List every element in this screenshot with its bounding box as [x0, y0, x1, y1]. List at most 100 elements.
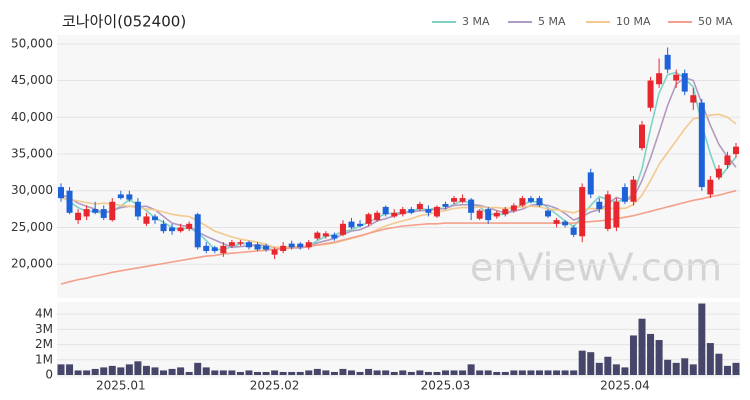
- legend-label: 10 MA: [616, 15, 651, 28]
- candle-body: [399, 209, 406, 215]
- volume-bar: [236, 371, 244, 375]
- candle-body: [459, 198, 466, 202]
- candle-body: [416, 203, 423, 210]
- volume-bar: [587, 352, 595, 375]
- volume-bar: [501, 371, 509, 375]
- y-tick-label: 0: [45, 368, 53, 382]
- volume-bar: [476, 370, 484, 375]
- y-tick-label: 3M: [35, 322, 53, 336]
- volume-bar: [441, 370, 449, 375]
- candle-body: [553, 220, 560, 224]
- volume-bar: [681, 358, 689, 375]
- volume-bar: [202, 367, 210, 375]
- volume-bar: [134, 361, 142, 375]
- y-tick-label: 25,000: [11, 220, 53, 234]
- volume-bar: [194, 362, 202, 375]
- candle-body: [604, 194, 611, 229]
- volume-bar: [271, 370, 279, 375]
- candle-body: [143, 216, 150, 224]
- volume-bar: [211, 370, 219, 375]
- volume-panel: [57, 302, 740, 378]
- candle-body: [510, 205, 517, 211]
- candle-body: [374, 212, 381, 221]
- volume-bar: [467, 364, 475, 375]
- volume-bar: [373, 370, 381, 375]
- volume-bar: [544, 370, 552, 375]
- volume-bar: [279, 371, 287, 375]
- volume-bar: [433, 371, 441, 375]
- volume-bar: [570, 370, 578, 375]
- volume-bar: [484, 370, 492, 375]
- candle-body: [536, 198, 543, 206]
- volume-bar: [510, 370, 518, 375]
- volume-bar: [100, 367, 108, 375]
- chart-title: 코나아이(052400): [62, 13, 186, 31]
- y-tick-label: 4M: [35, 307, 53, 321]
- volume-bar: [647, 333, 655, 375]
- watermark: enViewV.com: [470, 246, 722, 290]
- candle-body: [322, 233, 329, 237]
- volume-bar: [262, 371, 270, 375]
- volume-bar: [83, 370, 91, 375]
- candle-body: [203, 245, 210, 251]
- volume-bar: [689, 364, 697, 375]
- candle-body: [433, 206, 440, 217]
- ma-line: [60, 113, 737, 249]
- candle-body: [502, 209, 509, 215]
- candle-body: [220, 245, 227, 254]
- candle-body: [305, 242, 312, 248]
- candle-body: [109, 201, 116, 221]
- candle-body: [673, 74, 680, 81]
- x-tick-label: 2025.03: [421, 379, 471, 393]
- volume-bar: [621, 367, 629, 375]
- candle-body: [545, 210, 552, 217]
- volume-bar: [117, 367, 125, 375]
- volume-bar: [407, 371, 415, 375]
- volume-bar: [228, 370, 236, 375]
- candle-body: [169, 227, 176, 232]
- y-tick-label: 35,000: [11, 147, 53, 161]
- y-tick-label: 50,000: [11, 36, 53, 50]
- candle-body: [613, 201, 620, 228]
- volume-bar: [723, 365, 731, 375]
- candle-body: [245, 242, 252, 248]
- volume-bar: [91, 368, 99, 375]
- volume-bar: [399, 370, 407, 375]
- candle-body: [519, 198, 526, 206]
- y-tick-label: 2M: [35, 337, 53, 351]
- candle-body: [690, 95, 697, 103]
- volume-bar: [655, 340, 663, 375]
- candle-body: [681, 73, 688, 92]
- price-panel: [57, 35, 740, 298]
- y-tick-label: 30,000: [11, 183, 53, 197]
- volume-bar: [604, 356, 612, 375]
- y-tick-label: 20,000: [11, 257, 53, 271]
- candle-body: [254, 244, 261, 250]
- volume-bar: [356, 371, 364, 375]
- candle-body: [117, 194, 124, 199]
- candle-body: [664, 54, 671, 70]
- volume-bar: [74, 370, 82, 375]
- volume-bar: [732, 362, 740, 375]
- volume-bar: [125, 364, 133, 375]
- volume-bar: [518, 370, 526, 375]
- candle-body: [177, 227, 184, 232]
- volume-bar: [459, 370, 467, 375]
- x-tick-label: 2025.04: [600, 379, 650, 393]
- volume-bar: [108, 365, 116, 375]
- candle-body: [562, 221, 569, 226]
- candle-body: [280, 245, 287, 251]
- volume-bar: [578, 350, 586, 375]
- candle-body: [126, 194, 133, 200]
- volume-bar: [553, 370, 561, 375]
- candle-body: [570, 227, 577, 235]
- candle-body: [75, 212, 82, 221]
- candle-body: [630, 179, 637, 202]
- candle-body: [579, 187, 586, 237]
- volume-bar: [339, 368, 347, 375]
- candle-body: [263, 245, 270, 250]
- candle-body: [365, 214, 372, 224]
- volume-bar: [348, 370, 356, 375]
- volume-bar: [390, 371, 398, 375]
